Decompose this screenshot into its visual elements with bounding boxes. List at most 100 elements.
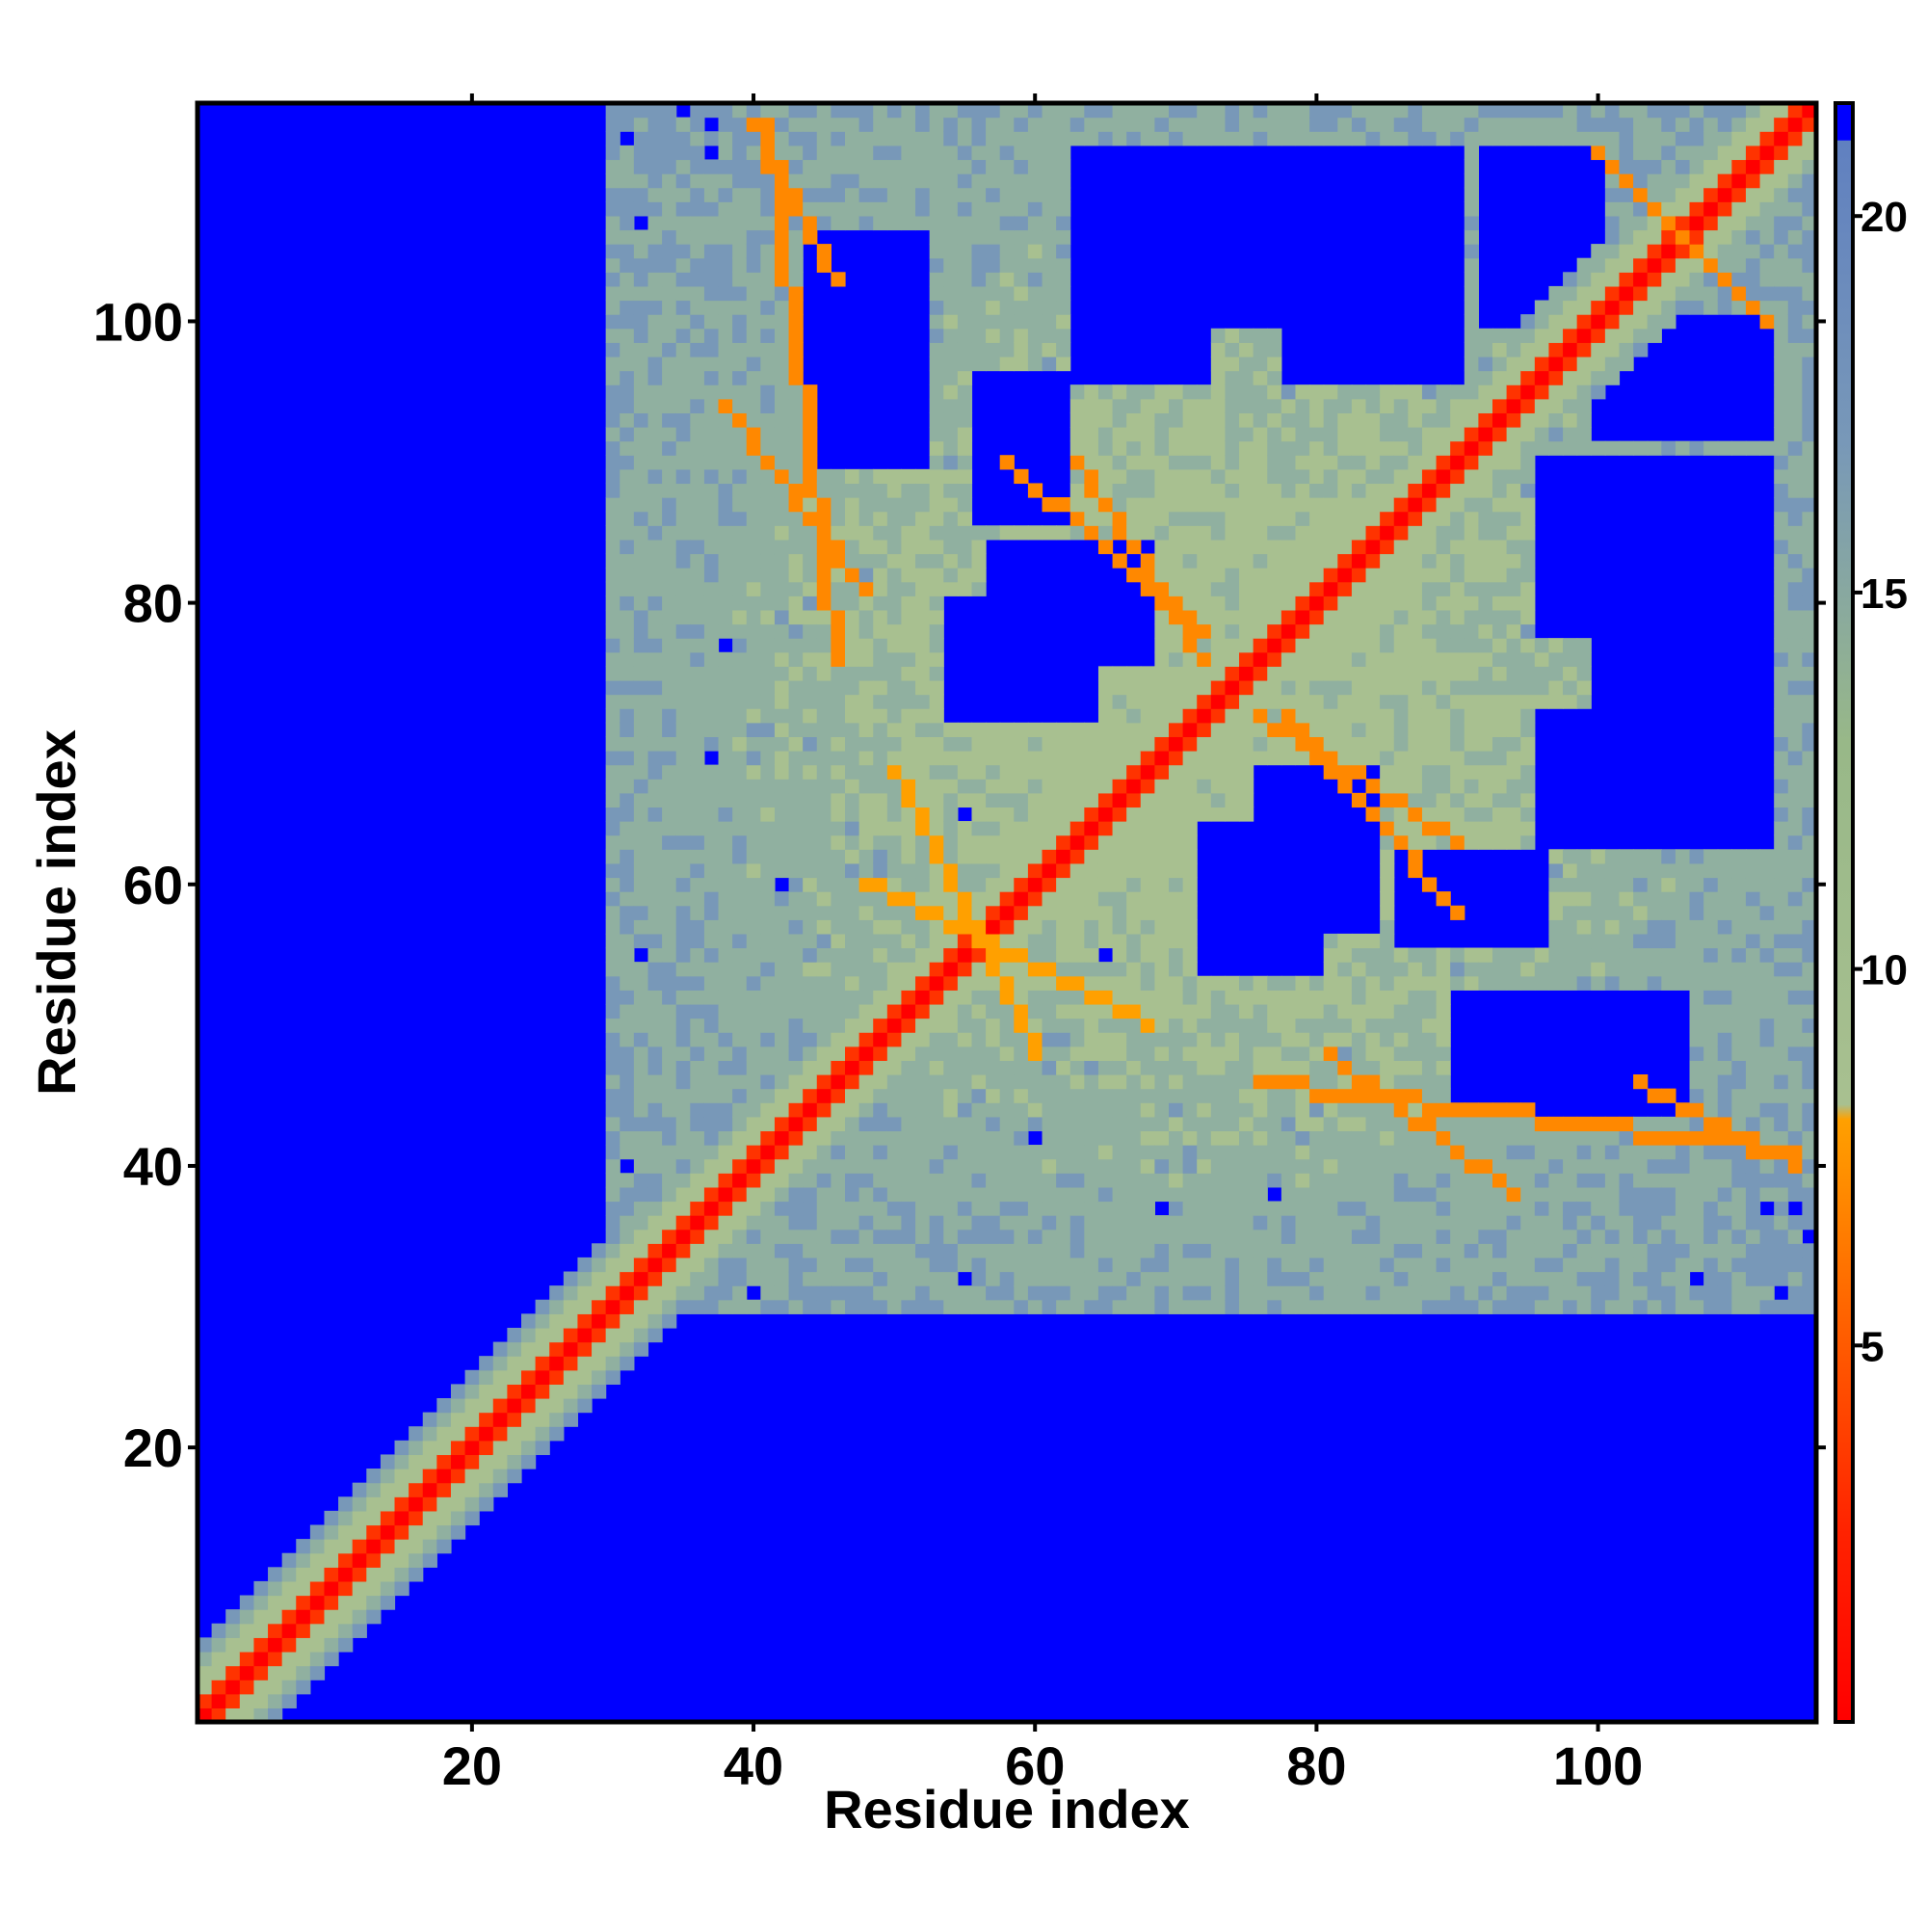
- heatmap-cell: [605, 905, 620, 920]
- heatmap-cell: [1112, 117, 1127, 132]
- heatmap-cell: [718, 581, 733, 596]
- heatmap-cell: [788, 497, 804, 513]
- heatmap-cell: [1267, 412, 1282, 428]
- heatmap-cell: [1056, 807, 1071, 822]
- heatmap-cell: [816, 145, 832, 161]
- heatmap-cell: [1351, 1088, 1367, 1103]
- heatmap-cell: [718, 511, 733, 526]
- heatmap-cell: [986, 1102, 1001, 1118]
- heatmap-cell: [1253, 1173, 1268, 1188]
- heatmap-cell: [915, 862, 931, 879]
- heatmap-cell: [1267, 342, 1282, 357]
- heatmap-cell: [845, 1285, 860, 1301]
- heatmap-cell: [1408, 1018, 1423, 1033]
- heatmap-cell: [858, 821, 874, 836]
- heatmap-cell: [1309, 609, 1325, 625]
- heatmap-cell: [1097, 933, 1114, 949]
- heatmap-cell: [1014, 891, 1029, 907]
- heatmap-cell: [1576, 427, 1592, 442]
- heatmap-cell: [1492, 1285, 1508, 1301]
- heatmap-cell: [886, 103, 903, 119]
- heatmap-cell: [886, 722, 903, 737]
- heatmap-cell: [1027, 1201, 1043, 1216]
- heatmap-cell: [1520, 568, 1536, 583]
- heatmap-cell: [1576, 103, 1592, 119]
- heatmap-cell: [999, 975, 1015, 991]
- heatmap-cell: [1393, 1271, 1409, 1286]
- heatmap-cell: [1140, 1173, 1155, 1188]
- heatmap-cell: [703, 1003, 720, 1019]
- heatmap-cell: [324, 1595, 339, 1610]
- heatmap-cell: [788, 1158, 804, 1174]
- heatmap-cell: [1027, 145, 1043, 161]
- heatmap-cell: [746, 919, 761, 935]
- heatmap-cell: [662, 356, 677, 372]
- heatmap-cell: [1337, 1060, 1353, 1075]
- heatmap-cell: [886, 905, 903, 920]
- heatmap-cell: [999, 525, 1015, 541]
- heatmap-cell: [1351, 525, 1367, 541]
- heatmap-cell: [774, 525, 790, 541]
- heatmap-cell: [760, 117, 776, 132]
- heatmap-cell: [1365, 1045, 1381, 1061]
- heatmap-cell: [703, 1229, 720, 1244]
- heatmap-cell: [1408, 1243, 1423, 1258]
- heatmap-cell: [915, 609, 931, 625]
- heatmap-cell: [774, 722, 790, 737]
- heatmap-cell: [901, 651, 916, 667]
- heatmap-cell: [1154, 553, 1170, 569]
- heatmap-cell: [577, 1257, 593, 1273]
- heatmap-cell: [1436, 751, 1451, 766]
- heatmap-cell: [1393, 609, 1409, 625]
- heatmap-cell: [718, 117, 733, 132]
- heatmap-cell: [831, 131, 846, 146]
- heatmap-cell: [1520, 609, 1536, 625]
- heatmap-cell: [507, 1384, 522, 1399]
- heatmap-cell: [1084, 1074, 1099, 1090]
- heatmap-cell: [1351, 1158, 1367, 1174]
- heatmap-cell: [1393, 1145, 1409, 1160]
- heatmap-cell: [774, 1018, 790, 1033]
- heatmap-cell: [620, 511, 635, 526]
- heatmap-cell: [774, 919, 790, 935]
- heatmap-cell: [1182, 427, 1198, 442]
- heatmap-cell: [620, 751, 635, 766]
- heatmap-cell: [873, 1257, 888, 1273]
- heatmap-cell: [1408, 722, 1423, 737]
- heatmap-cell: [620, 314, 635, 330]
- heatmap-cell: [957, 1032, 973, 1047]
- heatmap-cell: [690, 440, 705, 456]
- heatmap-cell: [1393, 468, 1409, 485]
- heatmap-cell: [803, 201, 818, 217]
- heatmap-cell: [1408, 708, 1423, 724]
- heatmap-cell: [605, 807, 620, 822]
- heatmap-cell: [929, 1060, 944, 1075]
- heatmap-cell: [1280, 1074, 1297, 1090]
- heatmap-cell: [929, 525, 944, 541]
- heatmap-cell: [929, 300, 944, 315]
- heatmap-cell: [647, 877, 663, 892]
- heatmap-cell: [1210, 398, 1227, 413]
- heatmap-cell: [831, 525, 846, 541]
- heatmap-cell: [845, 1243, 860, 1258]
- heatmap-cell: [1182, 779, 1198, 794]
- heatmap-cell: [1492, 412, 1508, 428]
- heatmap-cell: [1436, 1060, 1451, 1075]
- heatmap-cell: [746, 722, 761, 737]
- heatmap-cell: [675, 862, 691, 879]
- heatmap-cell: [1027, 990, 1043, 1005]
- heatmap-cell: [1421, 1299, 1438, 1314]
- heatmap-cell: [1056, 1003, 1071, 1019]
- heatmap-cell: [1084, 722, 1099, 737]
- heatmap-cell: [1056, 1215, 1071, 1231]
- heatmap-cell: [1478, 651, 1493, 667]
- heatmap-cell: [999, 905, 1015, 920]
- heatmap-cell: [662, 384, 677, 400]
- heatmap-cell: [690, 117, 705, 132]
- heatmap-cell: [732, 919, 748, 935]
- heatmap-cell: [1014, 764, 1029, 780]
- heatmap-cell: [492, 1341, 508, 1357]
- heatmap-cell: [1295, 679, 1310, 696]
- heatmap-cell: [1154, 1145, 1170, 1160]
- heatmap-cell: [1112, 1243, 1127, 1258]
